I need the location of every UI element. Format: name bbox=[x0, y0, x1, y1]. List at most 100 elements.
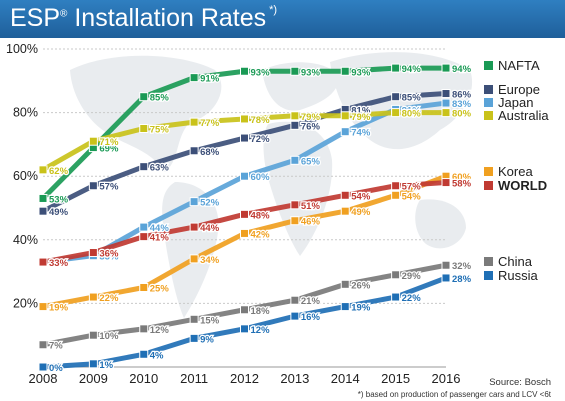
point-nafta-2008 bbox=[38, 193, 48, 203]
legend-swatch-japan bbox=[484, 98, 493, 107]
legend-swatch-australia bbox=[484, 111, 493, 120]
point-australia-2014 bbox=[340, 111, 350, 121]
point-nafta-2015 bbox=[391, 63, 401, 73]
data-label-world-2016: 58% bbox=[452, 179, 472, 190]
data-label-china-2012: 18% bbox=[251, 306, 271, 317]
data-label-korea-2013: 46% bbox=[301, 217, 321, 228]
data-label-japan-2008: 33% bbox=[49, 258, 69, 269]
legend-swatch-russia bbox=[484, 271, 493, 280]
x-tick-label-2010: 2010 bbox=[129, 371, 158, 386]
legend-swatch-korea bbox=[484, 167, 493, 176]
data-label-world-2010: 41% bbox=[150, 233, 170, 244]
data-label-australia-2013: 79% bbox=[301, 112, 321, 123]
data-label-world-2012: 48% bbox=[251, 210, 271, 221]
data-label-world-2011: 44% bbox=[200, 223, 220, 234]
source-note: Source: Bosch bbox=[489, 377, 551, 388]
title-note-mark: *) bbox=[269, 4, 278, 16]
chart-title: ESP® Installation Rates *) bbox=[10, 4, 277, 33]
point-europe-2016 bbox=[441, 89, 451, 99]
point-china-2012 bbox=[240, 305, 249, 315]
point-world-2009 bbox=[88, 248, 98, 258]
legend-label-australia: Australia bbox=[498, 108, 549, 123]
point-korea-2013 bbox=[290, 216, 300, 226]
data-label-china-2008: 7% bbox=[49, 341, 63, 352]
data-label-korea-2009: 22% bbox=[99, 293, 119, 304]
data-label-japan-2010: 44% bbox=[150, 223, 170, 234]
point-europe-2008 bbox=[38, 206, 48, 216]
data-label-nafta-2016: 94% bbox=[452, 64, 472, 75]
point-china-2010 bbox=[139, 324, 149, 334]
point-world-2014 bbox=[340, 190, 350, 200]
point-japan-2013 bbox=[290, 155, 300, 165]
point-russia-2009 bbox=[88, 359, 98, 369]
point-nafta-2016 bbox=[441, 63, 451, 73]
point-china-2015 bbox=[391, 270, 401, 280]
point-korea-2010 bbox=[139, 283, 149, 292]
legend-label-japan: Japan bbox=[498, 95, 533, 110]
series-line-korea bbox=[40, 173, 449, 310]
y-tick-label-40: 40% bbox=[13, 233, 38, 247]
point-china-2011 bbox=[189, 314, 199, 324]
point-world-2011 bbox=[189, 222, 199, 232]
point-world-2012 bbox=[240, 209, 249, 219]
point-russia-2008 bbox=[38, 362, 48, 372]
legend-label-china: China bbox=[498, 254, 533, 269]
point-korea-2012 bbox=[240, 228, 249, 238]
series-line-russia bbox=[40, 275, 449, 370]
point-japan-2011 bbox=[189, 197, 199, 207]
data-label-nafta-2011: 91% bbox=[200, 74, 220, 85]
data-label-japan-2011: 52% bbox=[200, 198, 220, 209]
title-esp: ESP bbox=[10, 4, 61, 32]
point-world-2010 bbox=[139, 232, 149, 242]
data-label-australia-2008: 62% bbox=[49, 166, 69, 177]
y-tick-label-20: 20% bbox=[13, 296, 38, 310]
data-label-japan-2014: 74% bbox=[351, 128, 371, 139]
point-europe-2010 bbox=[139, 162, 149, 172]
data-label-china-2009: 10% bbox=[99, 331, 119, 342]
data-labels: 53% 69% 85% 91% 93% 93% 93% 94% 94% 49% 57% 63% 68% 7… bbox=[48, 63, 473, 375]
point-nafta-2014 bbox=[340, 66, 350, 76]
legend-label-nafta: NAFTA bbox=[498, 58, 540, 73]
legend-label-europe: Europe bbox=[498, 82, 540, 97]
point-world-2015 bbox=[391, 181, 401, 191]
data-points bbox=[38, 63, 451, 372]
data-label-china-2013: 21% bbox=[301, 296, 321, 307]
point-australia-2013 bbox=[290, 111, 300, 121]
data-label-china-2011: 15% bbox=[200, 315, 220, 326]
y-tick-label-80: 80% bbox=[13, 106, 38, 120]
data-label-europe-2016: 86% bbox=[452, 90, 472, 101]
x-tick-label-2012: 2012 bbox=[230, 371, 259, 386]
point-korea-2008 bbox=[38, 302, 48, 312]
data-label-russia-2016: 28% bbox=[452, 274, 472, 285]
point-russia-2011 bbox=[189, 333, 199, 343]
point-japan-2012 bbox=[240, 171, 249, 181]
point-australia-2011 bbox=[189, 117, 199, 127]
point-china-2014 bbox=[340, 279, 350, 289]
data-label-korea-2011: 34% bbox=[200, 255, 220, 266]
data-label-australia-2016: 80% bbox=[452, 109, 472, 120]
x-tick-label-2015: 2015 bbox=[381, 371, 410, 386]
data-label-korea-2010: 25% bbox=[150, 284, 170, 295]
point-world-2016 bbox=[441, 178, 451, 188]
data-label-nafta-2013: 93% bbox=[301, 67, 321, 78]
point-russia-2015 bbox=[391, 292, 401, 302]
title-suffix: Installation Rates bbox=[74, 4, 267, 32]
registered-mark: ® bbox=[60, 8, 68, 20]
data-label-japan-2016: 83% bbox=[452, 99, 472, 110]
x-tick-label-2009: 2009 bbox=[79, 371, 108, 386]
point-japan-2016 bbox=[441, 98, 451, 108]
axes: 20% 40% 60% 80% 100% 2008 2009 2010 2011 2012 2013… bbox=[6, 42, 460, 386]
data-label-europe-2014: 81% bbox=[351, 105, 371, 116]
legend-label-russia: Russia bbox=[498, 268, 539, 283]
data-label-russia-2009: 1% bbox=[99, 360, 113, 371]
data-label-russia-2013: 16% bbox=[301, 312, 321, 323]
data-label-australia-2015: 80% bbox=[402, 109, 422, 120]
data-label-australia-2011: 77% bbox=[200, 118, 220, 129]
point-russia-2013 bbox=[290, 311, 300, 321]
data-label-japan-2012: 60% bbox=[251, 172, 271, 183]
data-label-korea-2016: 60% bbox=[452, 172, 472, 183]
data-label-nafta-2010: 85% bbox=[150, 93, 170, 104]
data-label-korea-2008: 19% bbox=[49, 303, 69, 314]
